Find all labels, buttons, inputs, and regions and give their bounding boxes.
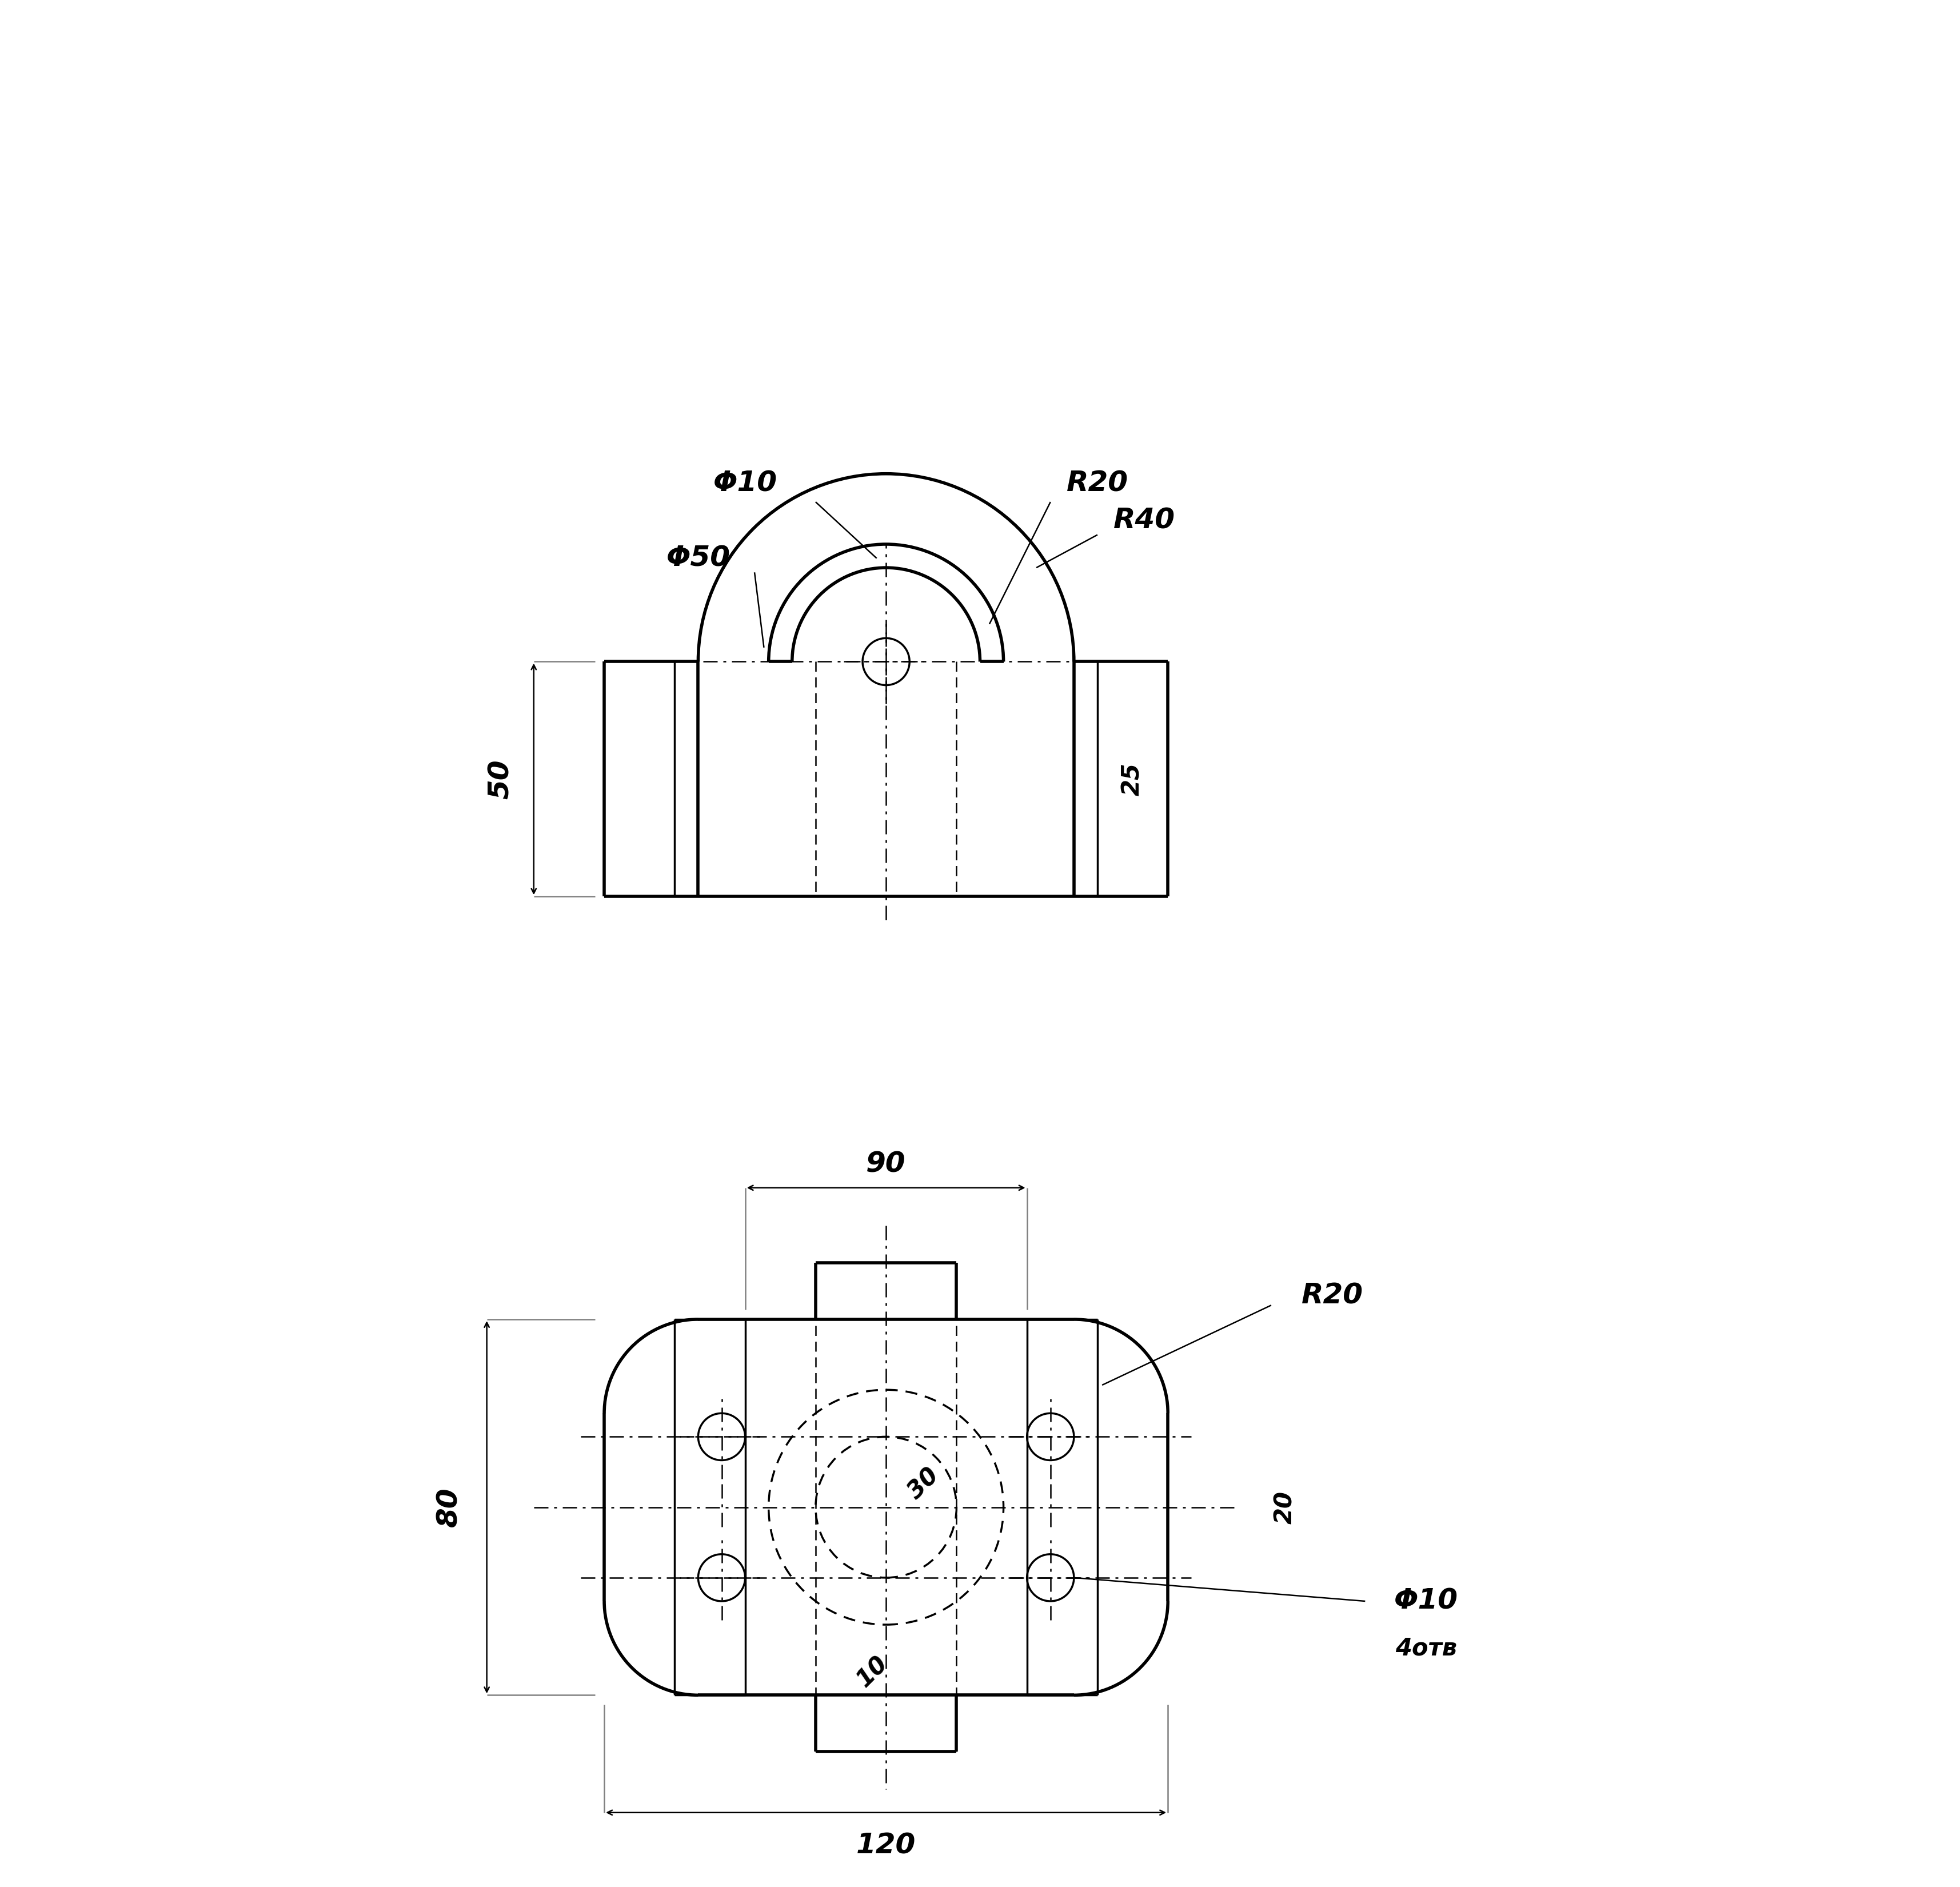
- Text: R20: R20: [1301, 1281, 1362, 1310]
- Text: 10: 10: [853, 1651, 892, 1693]
- Text: R20: R20: [1066, 470, 1129, 496]
- Text: 90: 90: [866, 1151, 906, 1177]
- Text: 25: 25: [1121, 762, 1145, 796]
- Text: 20: 20: [1274, 1491, 1298, 1525]
- Text: R40: R40: [1113, 508, 1176, 534]
- Text: 80: 80: [435, 1487, 463, 1527]
- Text: 4отв: 4отв: [1396, 1636, 1456, 1661]
- Text: 30: 30: [904, 1464, 945, 1504]
- Text: Φ10: Φ10: [1394, 1587, 1458, 1615]
- Text: Φ10: Φ10: [713, 470, 778, 496]
- Text: Φ50: Φ50: [666, 545, 731, 572]
- Text: 50: 50: [488, 759, 515, 798]
- Text: 120: 120: [857, 1832, 915, 1859]
